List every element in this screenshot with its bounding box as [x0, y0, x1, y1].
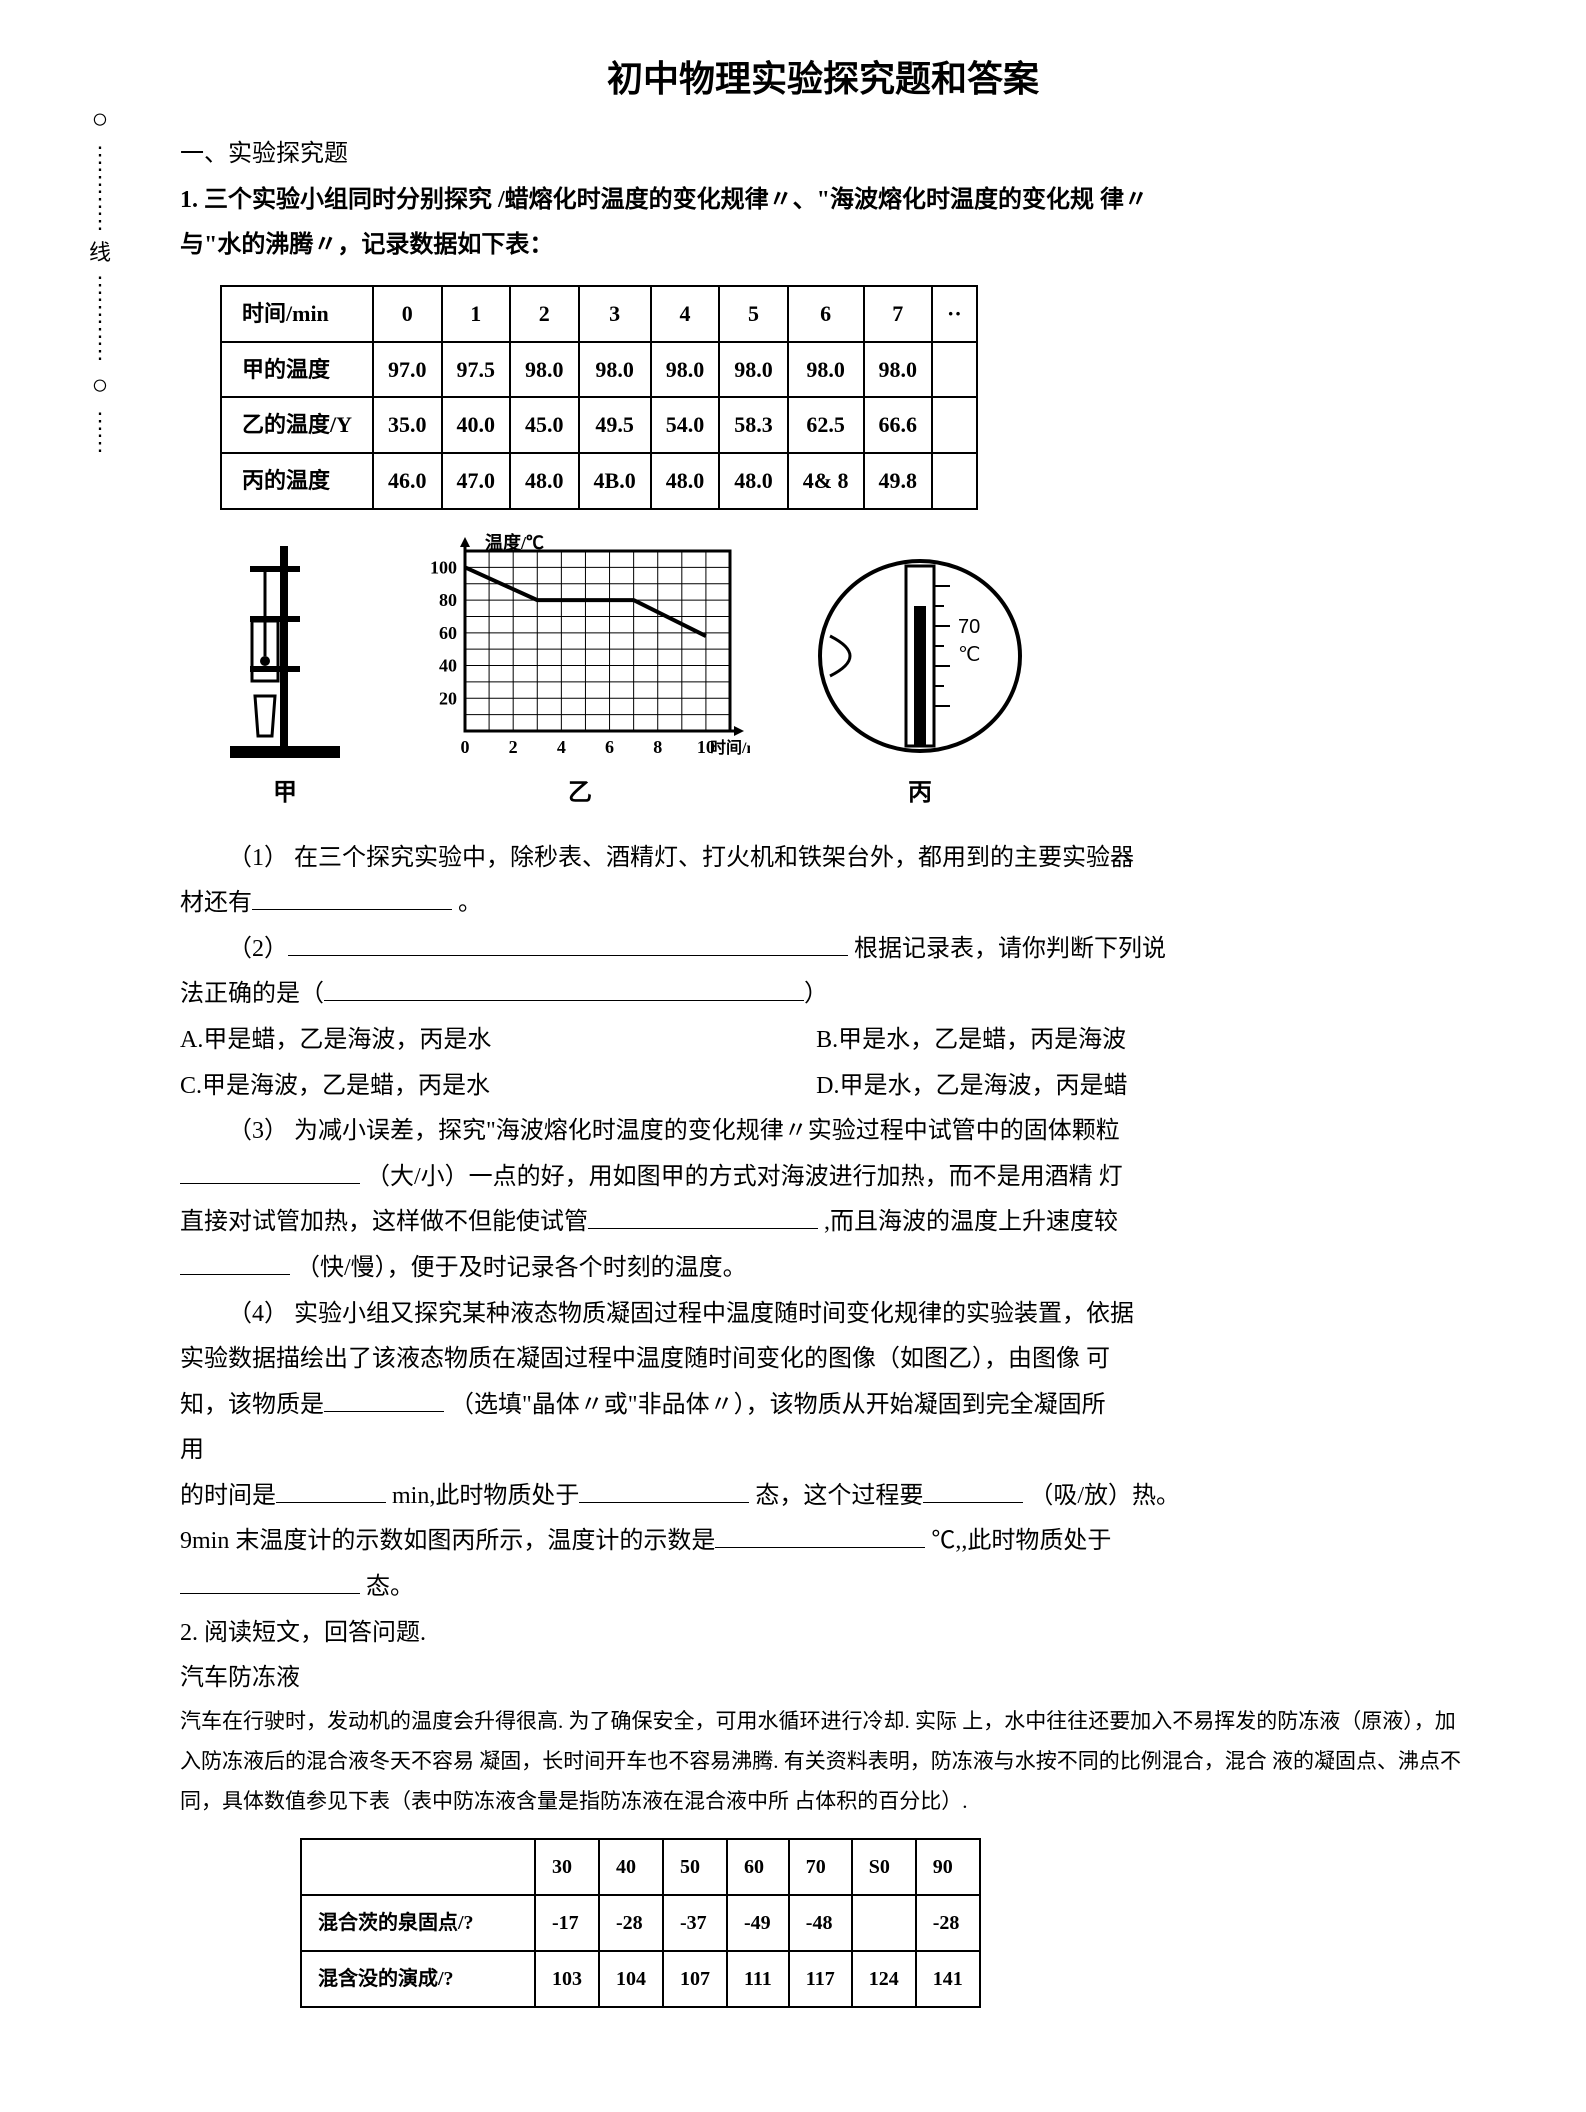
blank-input[interactable] — [180, 1248, 290, 1275]
svg-text:40: 40 — [439, 656, 457, 676]
svg-text:6: 6 — [605, 737, 614, 757]
table-header: 4 — [651, 286, 720, 342]
q1-part4-l: 态。 — [360, 1574, 414, 1600]
table-row: 甲的温度 97.0 97.5 98.0 98.0 98.0 98.0 98.0 … — [221, 342, 977, 398]
q1-part2-c: 法正确的是（ — [180, 981, 324, 1007]
blank-input[interactable] — [923, 1475, 1023, 1502]
option-a[interactable]: A.甲是蜡，乙是海波，丙是水 — [180, 1018, 810, 1064]
q1-part3-e: （快/慢），便于及时记录各个时刻的温度。 — [296, 1255, 747, 1281]
binding-dots-icon: ⋮⋮⋮⋮ — [80, 274, 120, 362]
svg-text:80: 80 — [439, 590, 457, 610]
q1-part4-a: （4） 实验小组又探究某种液态物质凝固过程中温度随时间变化规律的实验装置，依据 — [180, 1292, 1466, 1338]
table-header: 6 — [788, 286, 864, 342]
table-header: 3 — [579, 286, 651, 342]
svg-text:4: 4 — [557, 737, 566, 757]
table-row: 时间/min 0 1 2 3 4 5 6 7 ·· — [221, 286, 977, 342]
option-c[interactable]: C.甲是海波，乙是蜡，丙是水 — [180, 1064, 810, 1110]
q2-stem: 2. 阅读短文，回答问题. — [180, 1611, 1466, 1657]
svg-text:60: 60 — [439, 623, 457, 643]
q2-paragraph: 汽车在行驶时，发动机的温度会升得很高. 为了确保安全，可用水循环进行冷却. 实际… — [180, 1702, 1466, 1822]
q1-part1-b: 材还有 — [180, 890, 252, 916]
apparatus-icon — [220, 536, 350, 766]
q1-part4-g: min,此时物质处于 — [386, 1483, 579, 1509]
figure-thermometer: 70 ℃ 丙 — [810, 546, 1030, 816]
option-b[interactable]: B.甲是水，乙是蜡，丙是海波 — [816, 1018, 1446, 1064]
binding-label: 线 — [80, 242, 120, 264]
table-row: 混含没的演成/? 103 104 107 111 117 124 141 — [301, 1951, 980, 2007]
table-row: 混合茨的泉固点/? -17 -28 -37 -49 -48 -28 — [301, 1895, 980, 1951]
binding-margin: ○ ⋮⋮⋮⋮ 线 ⋮⋮⋮⋮ ○ ⋮⋮ — [80, 100, 120, 464]
q1-part2-b: 根据记录表，请你判断下列说 — [848, 936, 1166, 962]
blank-input[interactable] — [252, 883, 452, 910]
table-row: 30 40 50 60 70 S0 90 — [301, 1839, 980, 1895]
figure-caption-a: 甲 — [220, 770, 350, 816]
table-header: 2 — [510, 286, 579, 342]
page-title: 初中物理实验探究题和答案 — [180, 50, 1466, 102]
q1-part4-f: 的时间是 — [180, 1483, 276, 1509]
svg-text:2: 2 — [509, 737, 518, 757]
q1-part3-c: 直接对试管加热，这样做不但能使试管 — [180, 1209, 588, 1235]
thermo-mark: 70 — [958, 616, 980, 638]
table-header: ·· — [932, 286, 977, 342]
figure-chart: 204060801000246810温度/℃时间/min 乙 — [410, 526, 750, 816]
figure-caption-c: 丙 — [810, 770, 1030, 816]
blank-input[interactable] — [180, 1567, 360, 1594]
q1-part3-a: （3） 为减小误差，探究"海波熔化时温度的变化规律〃实验过程中试管中的固体颗粒 — [180, 1109, 1466, 1155]
q1-part4-k: ℃,,此时物质处于 — [925, 1528, 1111, 1554]
figure-apparatus: 甲 — [220, 536, 350, 816]
table-header: 7 — [864, 286, 933, 342]
q1-part3-b: （大/小）一点的好，用如图甲的方式对海波进行加热，而不是用酒精 灯 — [360, 1164, 1123, 1190]
temperature-chart: 204060801000246810温度/℃时间/min — [410, 526, 750, 766]
q1-stem-line2: 与"水的沸腾〃，记录数据如下表： — [180, 223, 1466, 269]
svg-text:100: 100 — [430, 557, 457, 577]
blank-input[interactable] — [324, 1384, 444, 1411]
svg-text:8: 8 — [653, 737, 662, 757]
q1-part4-h: 态，这个过程要 — [749, 1483, 923, 1509]
binding-circle-icon: ○ — [80, 372, 120, 400]
blank-input[interactable] — [276, 1475, 386, 1502]
blank-input[interactable] — [324, 974, 804, 1001]
svg-text:温度/℃: 温度/℃ — [485, 532, 544, 553]
q1-stem-line1: 1. 三个实验小组同时分别探究 /蜡熔化时温度的变化规律〃、"海波熔化时温度的变… — [180, 178, 1466, 224]
table-row: 丙的温度 46.0 47.0 48.0 4B.0 48.0 48.0 4& 8 … — [221, 453, 977, 509]
q1-part4-j: 9min 末温度计的示数如图丙所示，温度计的示数是 — [180, 1528, 715, 1554]
q2-data-table: 30 40 50 60 70 S0 90 混合茨的泉固点/? -17 -28 -… — [300, 1838, 981, 2008]
blank-input[interactable] — [579, 1475, 749, 1502]
blank-input[interactable] — [288, 928, 848, 955]
q1-part4-i: （吸/放）热。 — [1023, 1483, 1180, 1509]
svg-text:20: 20 — [439, 688, 457, 708]
binding-dots-icon: ⋮⋮ — [80, 410, 120, 454]
q1-part2-a: （2） — [228, 936, 288, 962]
table-header: 时间/min — [221, 286, 373, 342]
table-row: 乙的温度/Y 35.0 40.0 45.0 49.5 54.0 58.3 62.… — [221, 397, 977, 453]
table-header: 1 — [442, 286, 511, 342]
svg-text:时间/min: 时间/min — [710, 738, 750, 757]
q1-part4-c: 知，该物质是 — [180, 1392, 324, 1418]
option-d[interactable]: D.甲是水，乙是海波，丙是蜡 — [816, 1064, 1446, 1110]
thermometer-icon: 70 ℃ — [810, 546, 1030, 766]
thermo-unit: ℃ — [958, 644, 980, 666]
q1-data-table: 时间/min 0 1 2 3 4 5 6 7 ·· 甲的温度 97.0 97.5… — [220, 285, 978, 510]
q1-part3-d: ,而且海波的温度上升速度较 — [818, 1209, 1118, 1235]
binding-dots-icon: ⋮⋮⋮⋮ — [80, 144, 120, 232]
figure-caption-b: 乙 — [410, 770, 750, 816]
table-header: 5 — [719, 286, 788, 342]
table-header: 0 — [373, 286, 442, 342]
binding-circle-icon: ○ — [80, 106, 120, 134]
blank-input[interactable] — [588, 1202, 818, 1229]
q1-part1-a: （1） 在三个探究实验中，除秒表、酒精灯、打火机和铁架台外，都用到的主要实验器 — [180, 836, 1466, 882]
q2-subtitle: 汽车防冻液 — [180, 1656, 1466, 1702]
q1-part2-d: ） — [804, 981, 828, 1007]
section-heading: 一、实验探究题 — [180, 132, 1466, 178]
svg-text:0: 0 — [461, 737, 470, 757]
q1-part4-e: 用 — [180, 1428, 1466, 1474]
blank-input[interactable] — [715, 1521, 925, 1548]
q1-part4-b: 实验数据描绘出了该液态物质在凝固过程中温度随时间变化的图像（如图乙），由图像 可 — [180, 1337, 1466, 1383]
q1-part4-d: （选填"晶体〃或"非品体〃），该物质从开始凝固到完全凝固所 — [450, 1392, 1106, 1418]
blank-input[interactable] — [180, 1156, 360, 1183]
